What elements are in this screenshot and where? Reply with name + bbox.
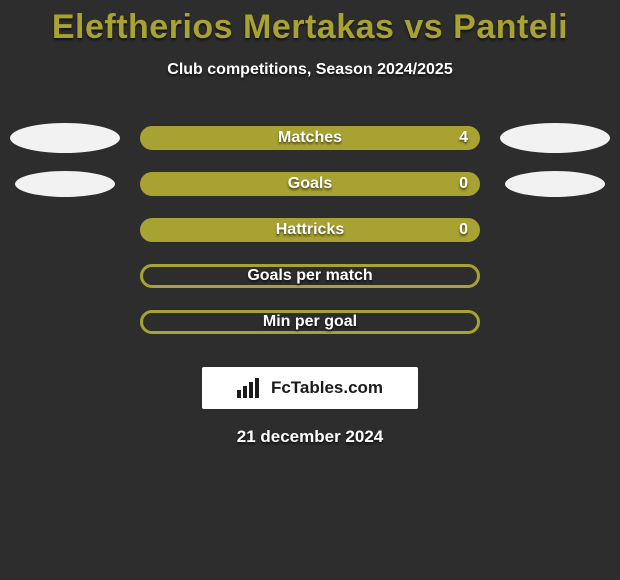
stat-bar: Min per goal [140, 310, 480, 334]
stat-value: 4 [459, 129, 468, 147]
stat-row: Hattricks 0 [0, 207, 620, 253]
right-ellipse [500, 123, 610, 153]
stat-value: 0 [459, 221, 468, 239]
spacer [10, 307, 120, 337]
stat-label: Hattricks [276, 221, 344, 239]
stat-label: Goals [288, 175, 332, 193]
stat-label: Matches [278, 129, 342, 147]
subtitle: Club competitions, Season 2024/2025 [0, 61, 620, 79]
date-text: 21 december 2024 [0, 427, 620, 447]
spacer [500, 261, 610, 291]
stat-bar: Goals per match [140, 264, 480, 288]
left-ellipse [15, 171, 115, 197]
spacer [10, 261, 120, 291]
stat-row: Goals 0 [0, 161, 620, 207]
stats-rows: Matches 4 Goals 0 Hattricks 0 Goals per match M… [0, 115, 620, 345]
stat-bar: Goals 0 [140, 172, 480, 196]
page-title: Eleftherios Mertakas vs Panteli [0, 0, 620, 47]
stat-row: Min per goal [0, 299, 620, 345]
right-ellipse [505, 171, 605, 197]
stat-bar: Matches 4 [140, 126, 480, 150]
brand-text: FcTables.com [271, 378, 383, 398]
stat-row: Matches 4 [0, 115, 620, 161]
stat-value: 0 [459, 175, 468, 193]
spacer [500, 307, 610, 337]
stat-row: Goals per match [0, 253, 620, 299]
stat-label: Goals per match [247, 267, 372, 285]
left-ellipse [10, 123, 120, 153]
spacer [10, 215, 120, 245]
brand-badge: FcTables.com [202, 367, 418, 409]
spacer [500, 215, 610, 245]
stat-label: Min per goal [263, 313, 357, 331]
bars-icon [237, 378, 263, 398]
stat-bar: Hattricks 0 [140, 218, 480, 242]
